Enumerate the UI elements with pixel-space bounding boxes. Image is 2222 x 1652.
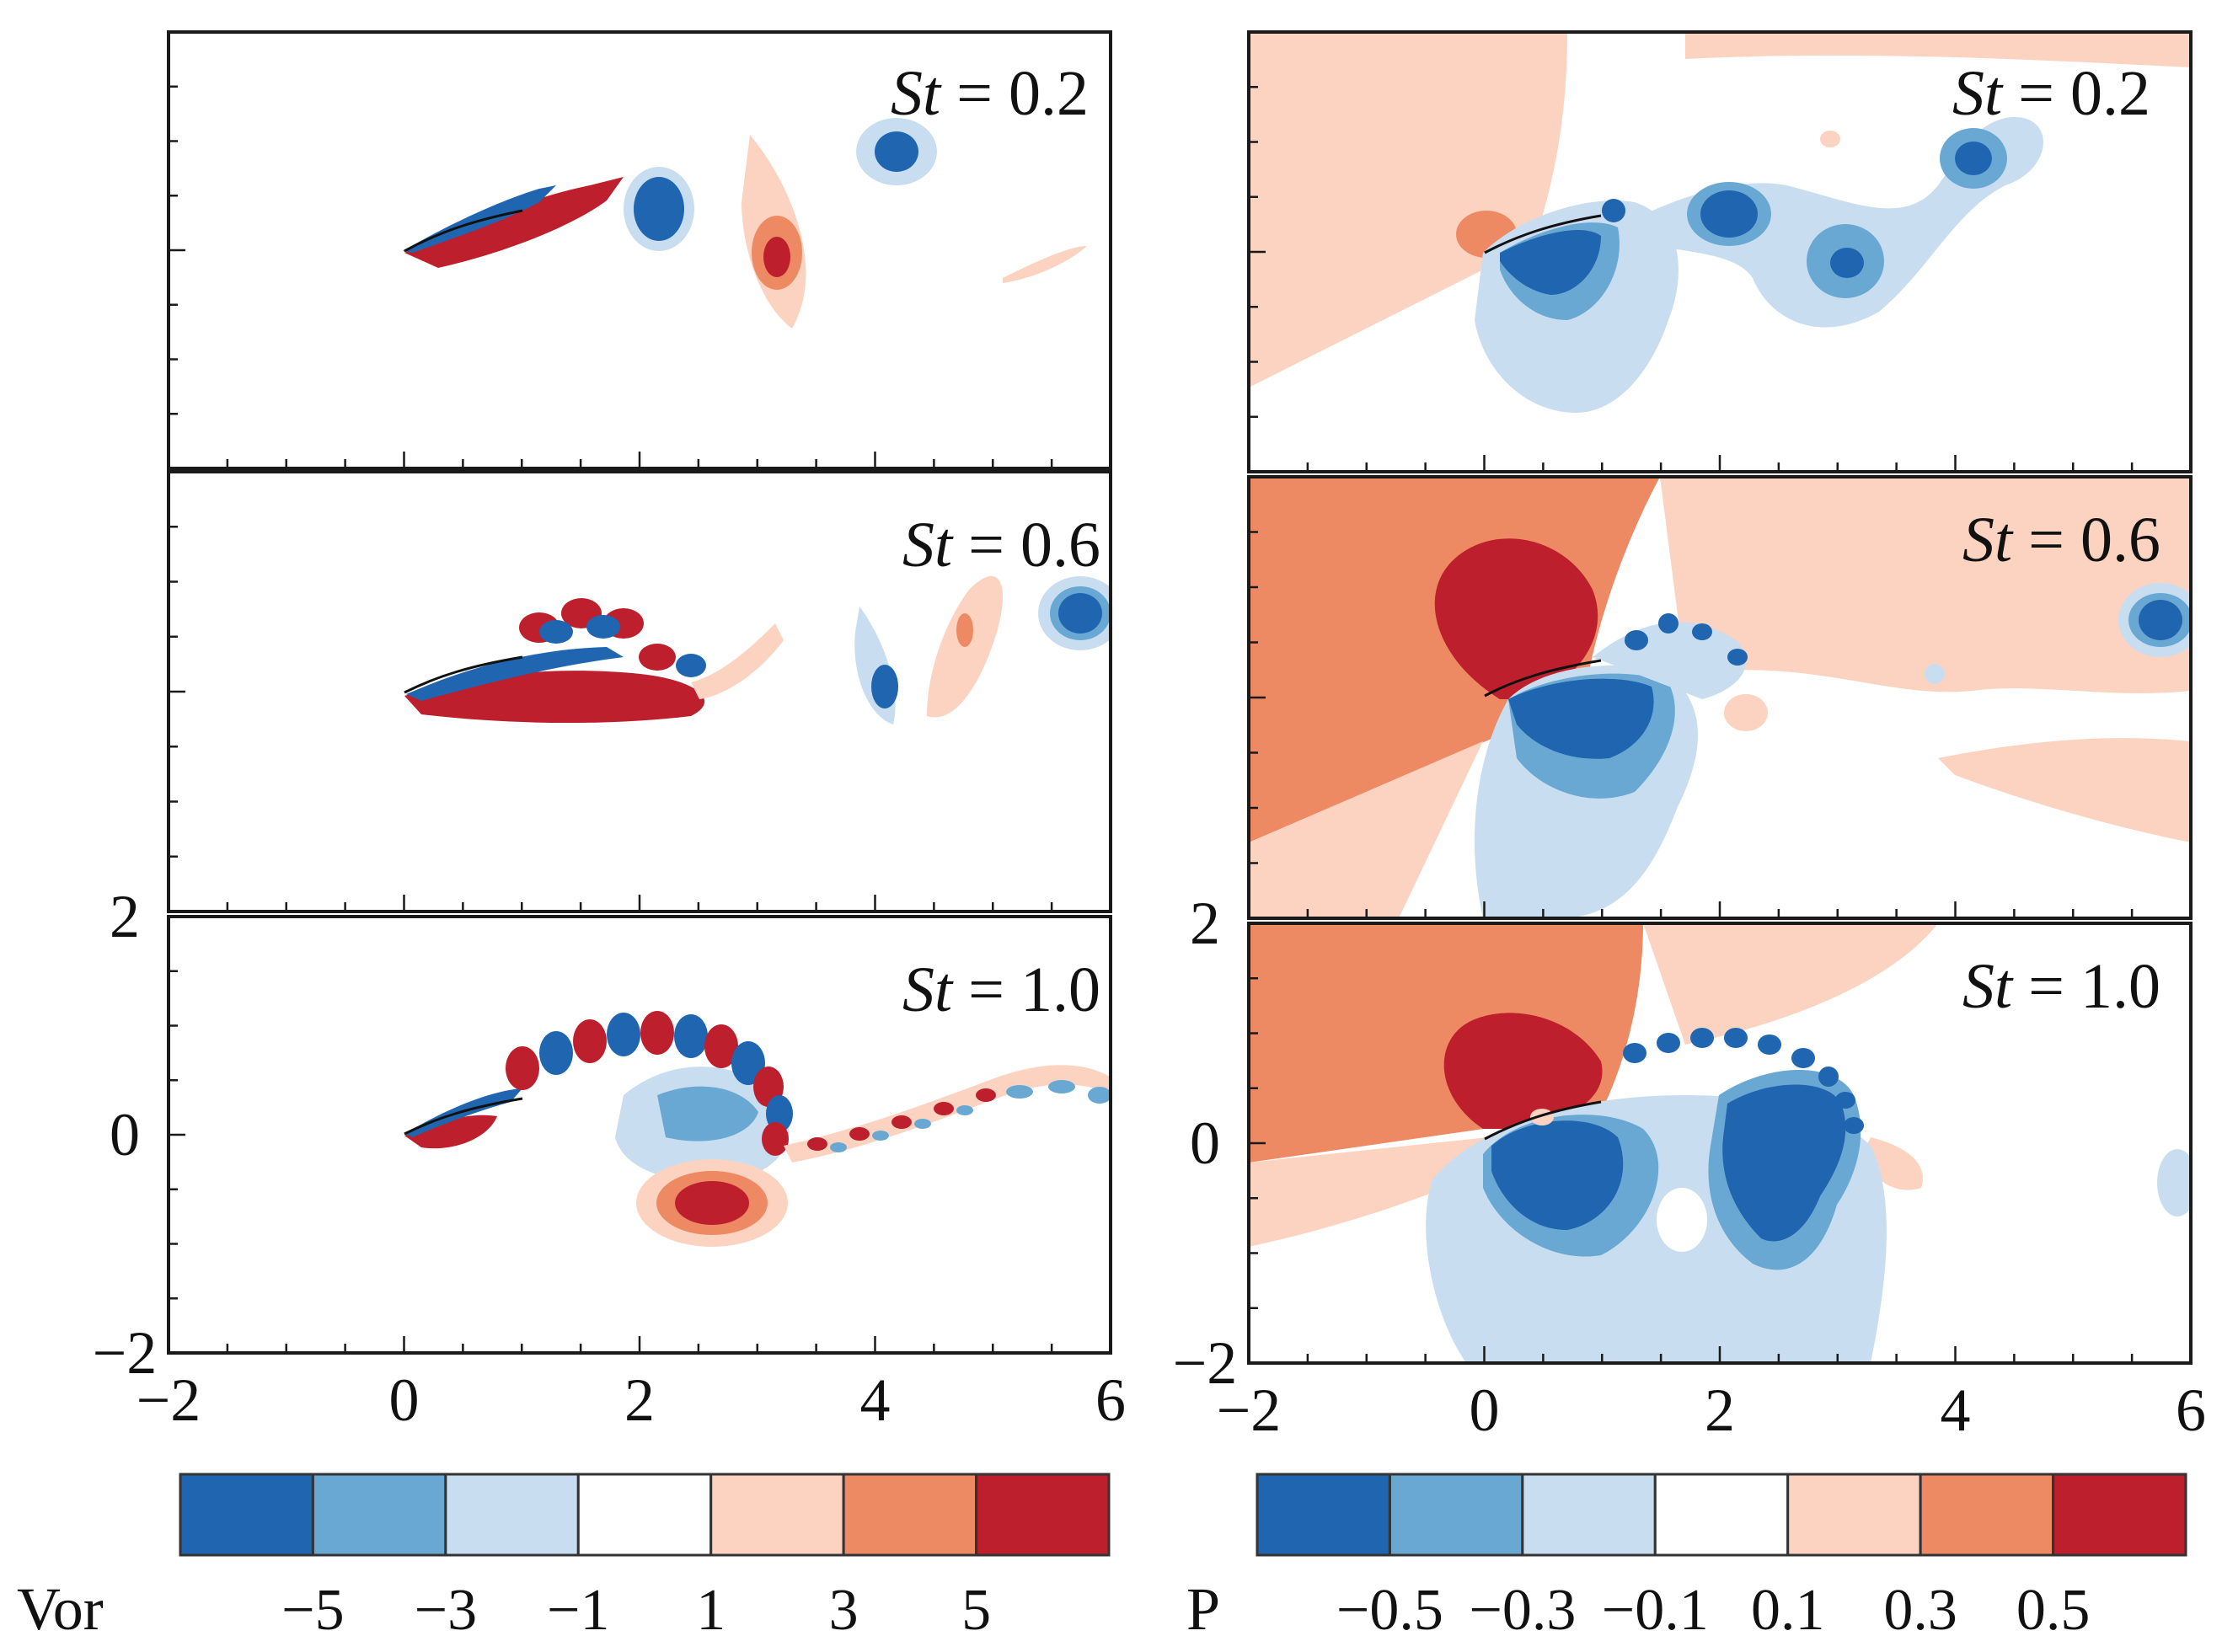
colorbar-label: −0.3 — [1469, 1578, 1576, 1643]
x-tick-label: −2 — [137, 1366, 201, 1434]
st-symbol: St — [1962, 505, 2014, 575]
colorbar-swatch — [1388, 1473, 1524, 1557]
y-tick-label: 2 — [1190, 890, 1220, 957]
y-tick-label: −2 — [93, 1319, 158, 1387]
vor-colorbar-title: Vor — [17, 1575, 104, 1643]
airfoil — [404, 1097, 523, 1136]
p-st-label-0.6: St = 0.6 — [1962, 505, 2160, 575]
vor-shear-layer-negative — [403, 185, 556, 253]
x-tick-label: 4 — [1941, 1377, 1971, 1444]
colorbar-swatch — [2052, 1473, 2187, 1557]
y-tick-label: 2 — [110, 883, 140, 950]
vor-shear-layer-positive — [404, 177, 624, 268]
colorbar-label: −3 — [415, 1578, 477, 1643]
x-tick-label: 0 — [1470, 1377, 1500, 1444]
colorbar-label: 0.1 — [1751, 1578, 1825, 1643]
colorbar-label: 1 — [696, 1578, 725, 1643]
x-tick-label: 6 — [1095, 1366, 1126, 1434]
vor-shear-layer-positive — [404, 1115, 497, 1149]
airfoil — [1484, 1100, 1602, 1141]
vorticity-panel-st-0.6 — [169, 472, 1111, 912]
st-symbol: St — [1952, 58, 2004, 129]
vorticity-colorbar: −5 −3 −1 1 3 5 — [179, 1473, 1111, 1643]
x-tick-label: 6 — [2176, 1377, 2206, 1444]
p-high-pressure-blob — [1434, 538, 1598, 699]
p-colorbar-title: P — [1186, 1575, 1220, 1643]
vorticity-panel-st-0.2 — [169, 32, 1111, 468]
vorticity-panel-st-1.0 — [169, 917, 1111, 1353]
x-tick-label: −2 — [1217, 1377, 1282, 1444]
colorbar-swatch — [311, 1473, 447, 1557]
st-value: 0.2 — [1009, 58, 1089, 129]
x-tick-label: 2 — [624, 1366, 655, 1434]
x-tick-label: 4 — [860, 1366, 891, 1434]
colorbar-swatch — [1786, 1473, 1922, 1557]
airfoil — [1484, 659, 1602, 698]
pressure-panel-st-0.2 — [1249, 32, 2191, 472]
st-symbol: St — [902, 510, 954, 580]
st-value: 1.0 — [1020, 954, 1100, 1025]
colorbar-swatch — [842, 1473, 978, 1557]
colorbar-swatch — [975, 1473, 1111, 1557]
colorbar-label: −0.5 — [1336, 1578, 1443, 1643]
y-tick-label: 0 — [110, 1101, 140, 1168]
colorbar-label: −5 — [281, 1578, 344, 1643]
pressure-colorbar: −0.5 −0.3 −0.1 0.1 0.3 0.5 — [1256, 1473, 2187, 1643]
st-symbol: St — [902, 954, 954, 1025]
airfoil-lines — [404, 209, 1602, 1141]
colorbar-swatch — [1919, 1473, 2055, 1557]
st-symbol: St — [1962, 951, 2014, 1022]
colorbar-swatch — [179, 1473, 314, 1557]
vor-st-label-0.6: St = 0.6 — [902, 510, 1100, 580]
vor-vortex-4 — [1003, 246, 1087, 283]
vor-st-label-0.2: St = 0.2 — [891, 58, 1089, 129]
st-symbol: St — [891, 58, 942, 129]
y-tick-label: −2 — [1173, 1329, 1238, 1397]
colorbar-label: −0.1 — [1602, 1578, 1709, 1643]
colorbar-swatch — [709, 1473, 845, 1557]
vor-vortex-street — [506, 1011, 793, 1156]
colorbar-swatch — [444, 1473, 580, 1557]
colorbar-label: −1 — [547, 1578, 609, 1643]
st-value: 0.6 — [2080, 505, 2160, 575]
colorbar-label: 0.3 — [1883, 1578, 1957, 1643]
vor-st-label-1.0: St = 1.0 — [902, 954, 1100, 1025]
p-st-label-1.0: St = 1.0 — [1962, 951, 2160, 1022]
p-shear-wave — [1623, 1028, 1864, 1134]
airfoil — [404, 655, 523, 694]
colorbar-swatch — [576, 1473, 713, 1557]
colorbar-label: 3 — [829, 1578, 859, 1643]
y-tick-label: 0 — [1190, 1109, 1220, 1177]
p-st-label-0.2: St = 0.2 — [1952, 58, 2150, 129]
p-high-pressure-blob — [1443, 1013, 1603, 1129]
colorbar-swatch — [1521, 1473, 1657, 1557]
pressure-panel-st-1.0 — [1249, 923, 2191, 1363]
colorbar-label: 5 — [961, 1578, 991, 1643]
axis-ticks: −2 0 2 −2 0 2 4 6 −2 0 2 −2 0 2 4 6 — [93, 30, 2206, 1444]
airfoil — [404, 209, 523, 253]
st-labels: St = 0.2 St = 0.6 St = 1.0 St = 0.2 St =… — [891, 58, 2160, 1025]
x-tick-label: 2 — [1705, 1377, 1735, 1444]
colorbar-swatch — [1256, 1473, 1391, 1557]
st-value: 0.2 — [2070, 58, 2150, 129]
airfoil — [1484, 214, 1602, 254]
colorbar-label: 0.5 — [2016, 1578, 2091, 1643]
pressure-panel-st-0.6 — [1249, 477, 2191, 918]
x-tick-label: 0 — [389, 1366, 420, 1434]
colorbar-swatch — [1653, 1473, 1790, 1557]
st-value: 0.6 — [1020, 510, 1100, 580]
st-value: 1.0 — [2080, 951, 2160, 1022]
